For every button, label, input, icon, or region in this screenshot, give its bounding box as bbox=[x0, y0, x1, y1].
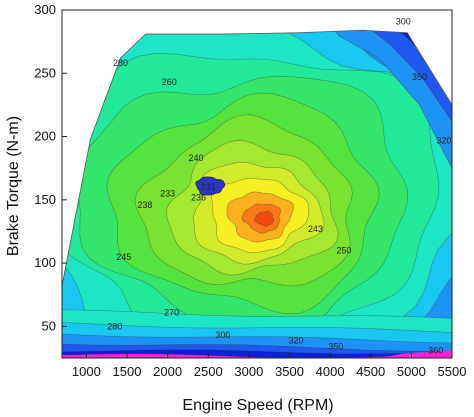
plot-area bbox=[61, 29, 453, 359]
contour-label: 280 bbox=[107, 321, 122, 331]
contour-label: 243 bbox=[308, 224, 323, 234]
y-tick-label: 50 bbox=[42, 318, 56, 333]
y-axis-title: Brake Torque (N-m) bbox=[5, 116, 22, 256]
contour-label: 320 bbox=[436, 135, 451, 145]
contour-label: 320 bbox=[288, 335, 303, 345]
contour-label: 250 bbox=[336, 245, 351, 255]
y-tick-label: 300 bbox=[34, 2, 56, 17]
contour-label: 300 bbox=[215, 330, 230, 340]
contour-label: 350 bbox=[412, 72, 427, 82]
contour-label: 360 bbox=[428, 345, 443, 355]
band-231 bbox=[195, 176, 226, 196]
x-tick-label: 5000 bbox=[397, 364, 426, 379]
contour-label: 260 bbox=[162, 77, 177, 87]
x-tick-label: 2000 bbox=[153, 364, 182, 379]
x-tick-label: 3500 bbox=[275, 364, 304, 379]
band-360 bbox=[378, 350, 452, 358]
x-axis-title: Engine Speed (RPM) bbox=[182, 397, 333, 414]
plot-frame bbox=[61, 9, 453, 359]
y-tick-label: 150 bbox=[34, 192, 56, 207]
contour-label: 270 bbox=[164, 307, 179, 317]
contour-label: 231 bbox=[201, 182, 216, 192]
x-tick-label: 3000 bbox=[234, 364, 263, 379]
contour-label: 300 bbox=[396, 16, 411, 26]
x-tick-label: 5500 bbox=[438, 364, 467, 379]
y-tick-label: 100 bbox=[34, 255, 56, 270]
x-tick-label: 4000 bbox=[316, 364, 345, 379]
x-tick-label: 4500 bbox=[356, 364, 385, 379]
contour-label: 245 bbox=[116, 252, 131, 262]
contour-label: 350 bbox=[328, 342, 343, 352]
contour-label: 233 bbox=[160, 188, 175, 198]
band-233 bbox=[253, 210, 275, 227]
contour-label: 238 bbox=[137, 200, 152, 210]
x-tick-label: 1500 bbox=[113, 364, 142, 379]
contour-label: 236 bbox=[191, 192, 206, 202]
x-tick-label: 1000 bbox=[72, 364, 101, 379]
y-tick-label: 200 bbox=[34, 129, 56, 144]
x-tick-label: 2500 bbox=[194, 364, 223, 379]
contour-label: 280 bbox=[113, 58, 128, 68]
contour-label: 240 bbox=[189, 153, 204, 163]
y-tick-label: 250 bbox=[34, 65, 56, 80]
axes: 1000 1500 2000 2500 3000 3500 4000 4500 5000 5500… bbox=[34, 2, 466, 379]
